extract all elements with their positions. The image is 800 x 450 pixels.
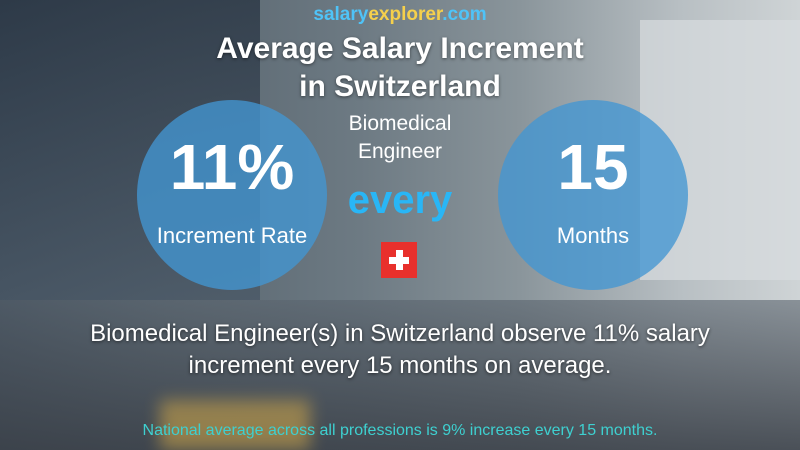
brand-logo[interactable]: salaryexplorer.com [0, 4, 800, 26]
page-title: Average Salary Increment in Switzerland [0, 30, 800, 106]
title-line-1: Average Salary Increment [216, 32, 584, 65]
title-line-2: in Switzerland [299, 70, 501, 103]
description: Biomedical Engineer(s) in Switzerland ob… [0, 318, 800, 382]
brand-part-explorer: explorer [368, 4, 443, 25]
description-line-2: increment every 15 months on average. [188, 352, 612, 379]
period-label: Months [556, 223, 630, 248]
increment-label: Increment Rate [156, 223, 308, 248]
period-circle: 15 Months [498, 100, 688, 290]
job-line-2: Engineer [357, 140, 443, 163]
national-average-note: National average across all professions … [142, 422, 658, 439]
brand-part-salary: salary [313, 4, 369, 25]
brand-part-com: .com [442, 4, 487, 25]
switzerland-flag-icon [381, 242, 417, 278]
job-line-1: Biomedical [348, 112, 452, 135]
job-title: Biomedical Engineer [0, 110, 800, 166]
every-text: every [347, 178, 453, 222]
increment-value: 11% [169, 131, 295, 203]
description-line-1: Biomedical Engineer(s) in Switzerland ob… [90, 320, 710, 347]
period-value: 15 [557, 131, 629, 203]
increment-rate-circle: 11% Increment Rate [137, 100, 327, 290]
